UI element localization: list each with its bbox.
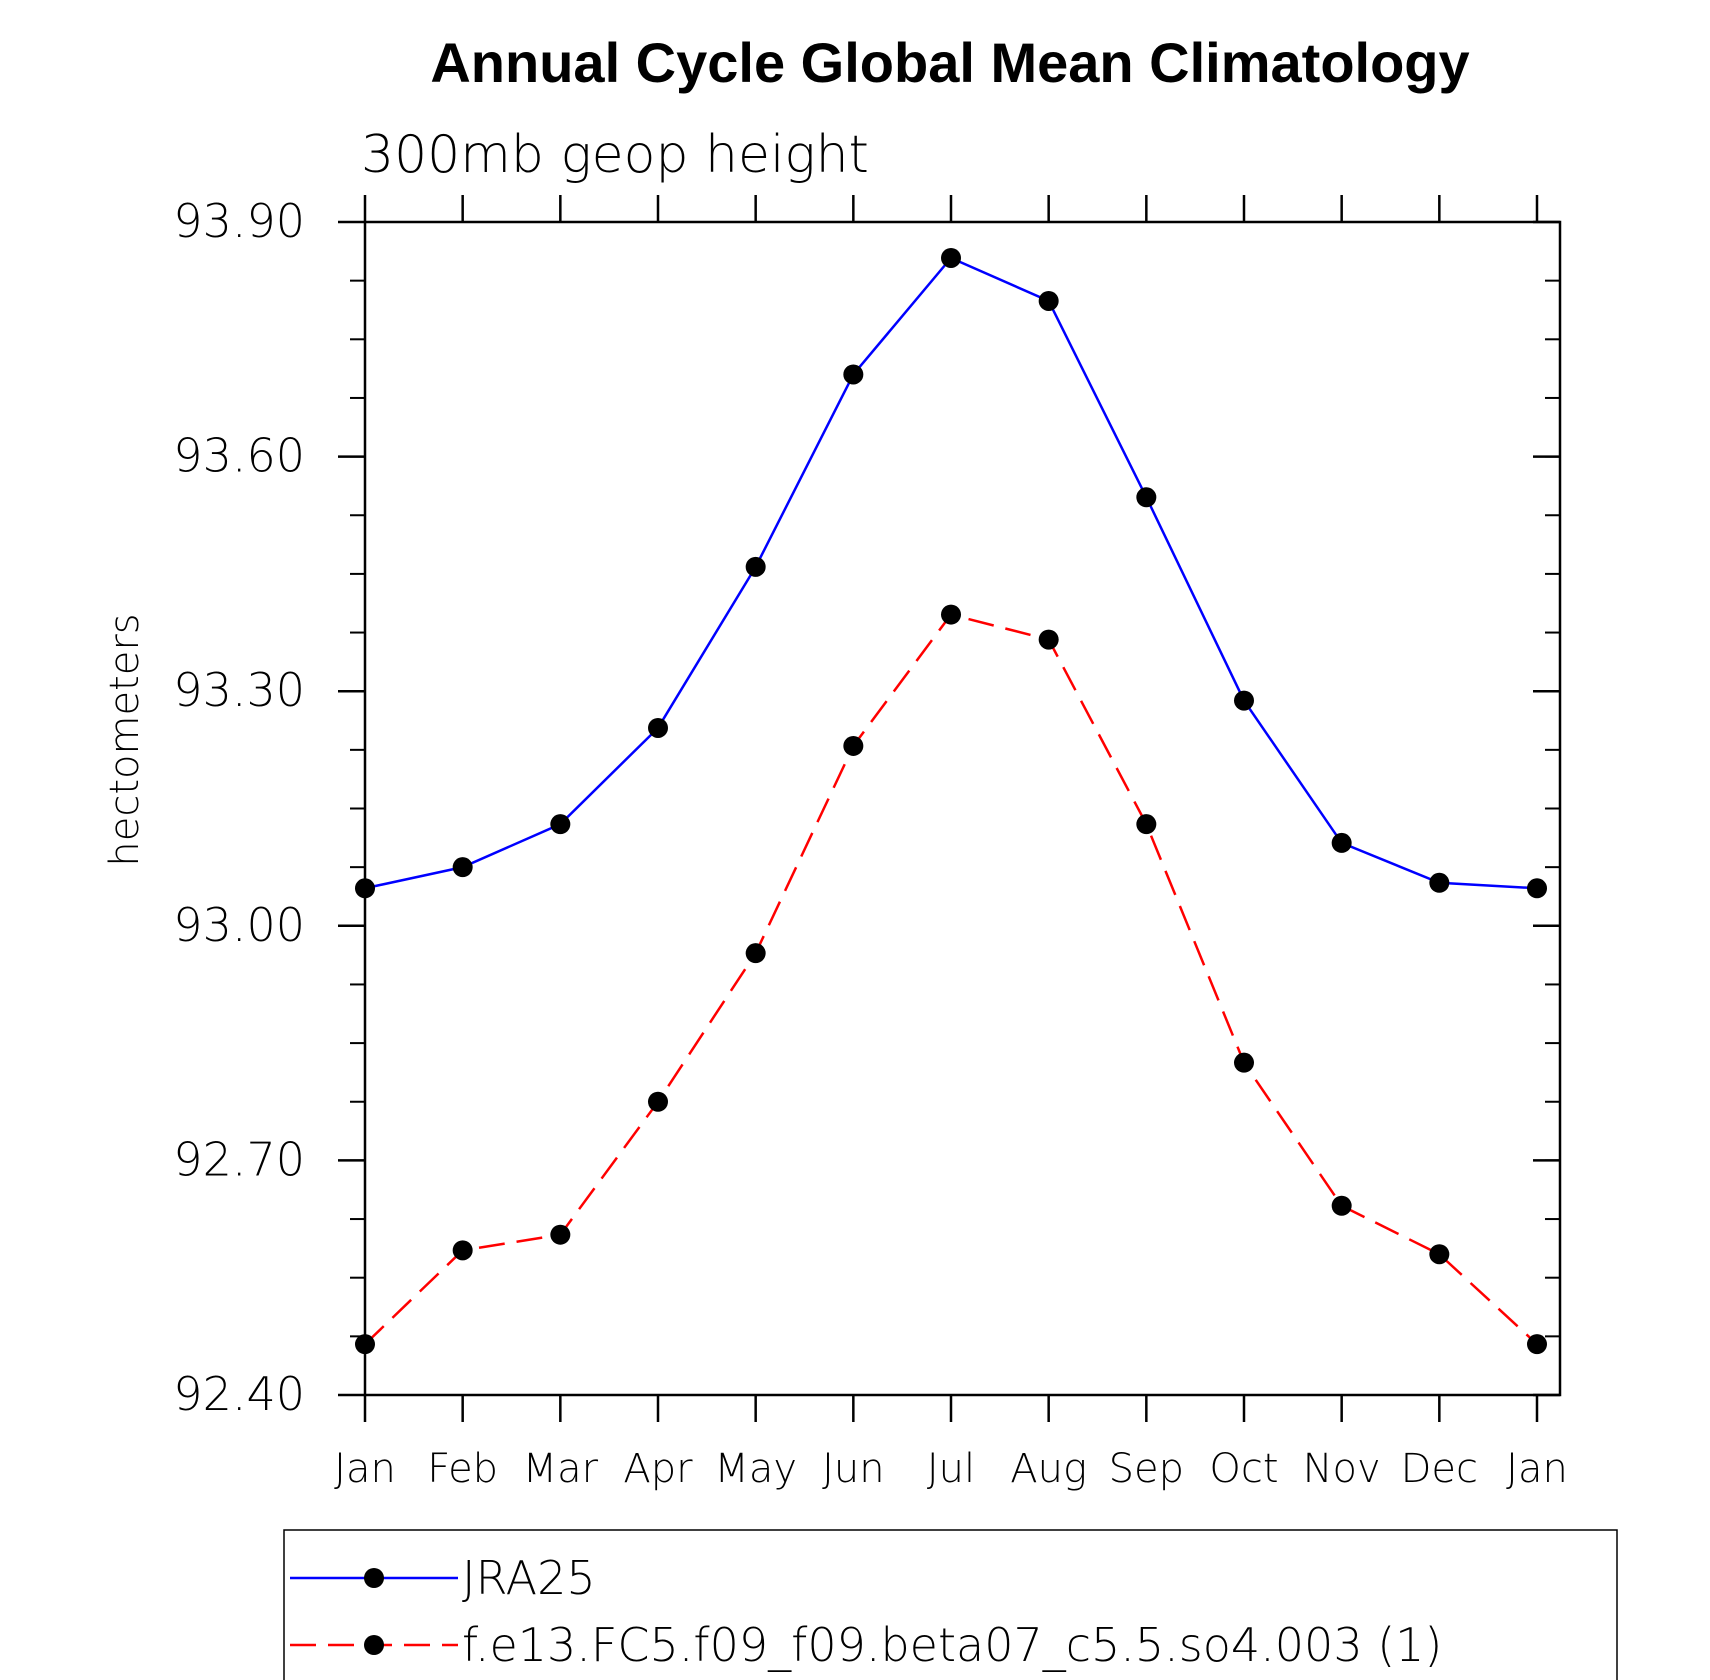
x-tick-label: Jul (927, 1446, 975, 1492)
x-tick-label: Sep (1109, 1446, 1184, 1492)
series-1-point (1331, 832, 1352, 853)
series-2-point (1527, 1334, 1547, 1355)
series-1-point (1429, 872, 1450, 893)
series-1-point (648, 717, 668, 738)
legend-label-1: JRA25 (462, 1551, 596, 1605)
legend-marker-2 (364, 1635, 384, 1655)
series-line-1 (364, 256, 1538, 890)
x-tick-label: Jan (1506, 1446, 1568, 1492)
series-2-point (1038, 629, 1059, 650)
legend: JRA25 f.e13.FC5.f09_f09.beta07_c5.5.so4.0… (290, 1551, 1442, 1672)
legend-box (283, 1529, 1618, 1680)
series-2-point (648, 1091, 668, 1112)
series-layer (355, 247, 1547, 1355)
series-2-point (452, 1240, 473, 1261)
series-2-point (1331, 1195, 1352, 1216)
series-1-point (1038, 290, 1059, 311)
x-tick-label: Jun (822, 1446, 885, 1492)
series-1-point (1527, 878, 1547, 899)
x-tick-labels: Jan Feb Mar Apr May Jun Jul Aug Sep Oct Nov Dec Jan (334, 1446, 1568, 1492)
series-2-point (550, 1224, 571, 1245)
y-tick-label: 93.30 (173, 663, 305, 717)
legend-label-2: f.e13.FC5.f09_f09.beta07_c5.5.so4.003 (1… (462, 1618, 1442, 1672)
series-2-point (1136, 814, 1157, 835)
series-2-point (1429, 1244, 1450, 1265)
x-tick-label: Dec (1401, 1446, 1478, 1492)
series-1-point (355, 878, 375, 899)
series-line-2 (364, 613, 1538, 1346)
x-tick-label: Aug (1010, 1446, 1087, 1492)
series-2-point (1234, 1052, 1254, 1073)
y-tick-label: 92.40 (173, 1367, 305, 1421)
y-tick-label: 93.00 (173, 898, 305, 952)
series-1-point (550, 814, 571, 835)
x-tick-label: Jan (334, 1446, 396, 1492)
series-1-point (843, 364, 864, 385)
chart-subtitle: 300mb geop height (361, 125, 869, 185)
x-tick-label: Nov (1303, 1446, 1381, 1492)
x-tick-label: Mar (523, 1446, 599, 1492)
y-axis-label: hectometers (102, 613, 148, 866)
x-tick-label: May (714, 1446, 797, 1492)
series-1-point (452, 857, 473, 878)
y-tick-label: 93.90 (173, 194, 305, 248)
x-tick-label: Feb (427, 1446, 498, 1492)
x-tick-label: Oct (1209, 1446, 1278, 1492)
y-tick-label: 92.70 (173, 1132, 305, 1186)
chart-title: Annual Cycle Global Mean Climatology (430, 31, 1469, 94)
series-1-point (941, 247, 961, 268)
plot-frame (363, 220, 1562, 1397)
legend-marker-1 (364, 1568, 384, 1588)
series-1-point (1234, 690, 1254, 711)
series-2-point (843, 735, 864, 756)
axis-ticks (338, 195, 1560, 1422)
y-tick-labels: 93.90 93.60 93.30 93.00 92.70 92.40 (173, 194, 305, 1421)
series-2-point (745, 943, 766, 964)
series-2-point (355, 1334, 375, 1355)
series-2-point (941, 604, 961, 625)
series-1-point (1136, 487, 1157, 508)
x-tick-label: Apr (623, 1446, 693, 1492)
y-tick-label: 93.60 (173, 429, 305, 483)
series-1-point (745, 556, 766, 577)
